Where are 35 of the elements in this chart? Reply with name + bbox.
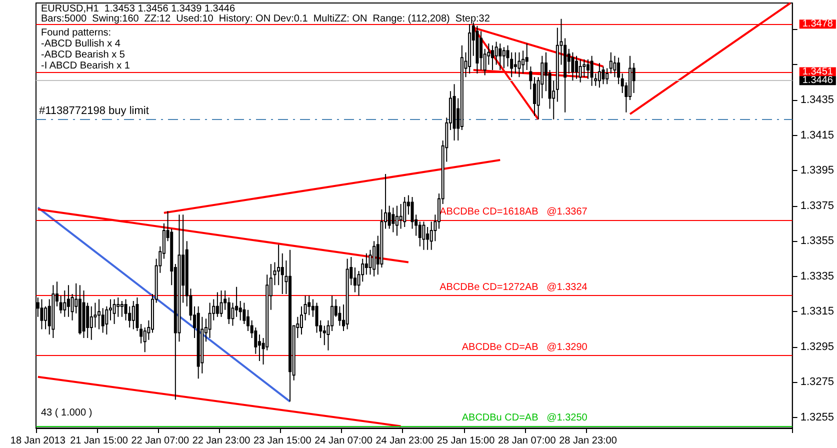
y-tick-label: 1.3255 (800, 411, 834, 424)
x-tick-label: 24 Jan 07:00 (314, 436, 373, 446)
ref-line-label: 1.3451 (802, 66, 834, 78)
x-tick-label: 28 Jan 23:00 (559, 436, 618, 446)
y-tick-label: 1.3435 (800, 94, 834, 106)
annotation: 43 ( 1.000 ) (41, 408, 92, 418)
y-tick-label: 1.3315 (800, 306, 834, 318)
ref-line-label: ABCDBe CD=1618AB @1.3367 (440, 206, 588, 218)
y-tick-label: 1.3275 (800, 376, 834, 388)
x-tick-label: 24 Jan 23:00 (376, 436, 434, 446)
y-tick-label: 1.3355 (800, 235, 834, 248)
x-tick-label: 23 Jan 15:00 (253, 436, 312, 446)
annotation: -ABCD Bullish x 4 (41, 38, 121, 50)
y-tick-label: 1.3295 (800, 340, 834, 353)
y-tick-label: 1.3335 (800, 270, 834, 282)
x-tick-label: 18 Jan 2013 (10, 436, 66, 446)
x-tick-label: 28 Jan 07:00 (498, 436, 556, 446)
annotation: -I ABCD Bearish x 1 (41, 60, 130, 72)
y-tick-label: 1.3395 (800, 164, 834, 177)
annotation: -ABCD Bearish x 5 (41, 50, 126, 60)
chart-title: EURUSD,H1 1.3453 1.3456 1.3439 1.3446 (41, 4, 236, 14)
ref-line-label: 1.3478 (802, 18, 834, 30)
x-tick-label: 22 Jan 07:00 (131, 436, 190, 446)
ref-line-label: #1138772198 buy limit (39, 104, 149, 117)
x-tick-label: 25 Jan 15:00 (436, 436, 496, 446)
ref-line-label: ABCDBe CD=AB @1.3290 (462, 342, 588, 354)
y-tick-label: 1.3375 (800, 200, 834, 212)
y-tick-label: 1.3415 (800, 129, 834, 142)
x-tick-label: 22 Jan 23:00 (192, 436, 251, 446)
ref-line-label: 1.3446 (802, 75, 834, 86)
annotation: Found patterns: (41, 28, 112, 38)
x-tick-label: 21 Jan 15:00 (70, 436, 128, 446)
ref-line-label: ABCDBe CD=1272AB @1.3324 (440, 282, 588, 294)
text: Bars:5000 Swing:160 ZZ:12 Used:10 History: ON Dev:0.1 MultiZZ: ON Range: (112,208) Step:32 (41, 14, 490, 24)
ref-line-label: ABCDBu CD=AB @1.3250 (462, 412, 588, 424)
